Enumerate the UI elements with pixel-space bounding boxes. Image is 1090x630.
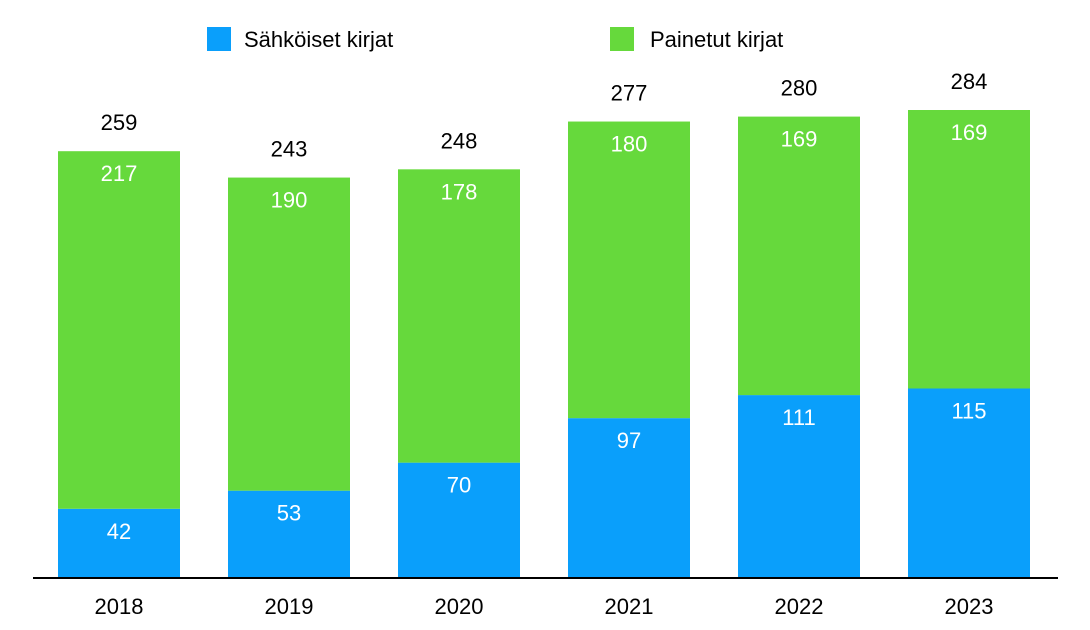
- data-label-sahkoiset-2023: 115: [951, 398, 986, 423]
- legend-label-sahkoiset: Sähköiset kirjat: [244, 27, 393, 52]
- x-tick-label-2019: 2019: [265, 594, 314, 619]
- bar-sahkoiset-2022: [738, 395, 860, 578]
- data-label-sahkoiset-2022: 111: [782, 405, 815, 430]
- data-label-painetut-2023: 169: [951, 120, 988, 145]
- data-labels: 42 217 259 53 190 243 70 178 248 97 180 277 111 169 28…: [101, 69, 988, 544]
- data-label-sahkoiset-2019: 53: [277, 501, 301, 526]
- bar-sahkoiset-2018: [58, 508, 180, 578]
- data-label-sahkoiset-2021: 97: [617, 428, 641, 453]
- legend-swatch-sahkoiset: [207, 27, 231, 51]
- bar-painetut-2018: [58, 151, 180, 509]
- total-label-2018: 259: [101, 110, 138, 135]
- legend: Sähköiset kirjat Painetut kirjat: [207, 27, 783, 52]
- legend-swatch-painetut: [610, 27, 634, 51]
- x-tick-label-2023: 2023: [945, 594, 994, 619]
- total-label-2022: 280: [781, 76, 818, 101]
- total-label-2020: 248: [441, 128, 478, 153]
- bar-sahkoiset-2021: [568, 418, 690, 578]
- data-label-painetut-2018: 217: [101, 161, 138, 186]
- data-label-sahkoiset-2020: 70: [447, 473, 471, 498]
- bar-painetut-2020: [398, 169, 520, 463]
- data-label-sahkoiset-2018: 42: [107, 519, 131, 544]
- bar-sahkoiset-2020: [398, 462, 520, 578]
- data-label-painetut-2021: 180: [611, 132, 648, 157]
- total-label-2019: 243: [271, 137, 308, 162]
- bar-painetut-2022: [738, 116, 860, 396]
- x-tick-label-2022: 2022: [775, 594, 824, 619]
- legend-label-painetut: Painetut kirjat: [650, 27, 783, 52]
- data-label-painetut-2022: 169: [781, 127, 818, 152]
- data-label-painetut-2020: 178: [441, 179, 478, 204]
- x-tick-label-2018: 2018: [95, 594, 144, 619]
- total-label-2021: 277: [611, 81, 648, 106]
- data-label-painetut-2019: 190: [271, 188, 308, 213]
- bar-sahkoiset-2023: [908, 388, 1030, 578]
- bars: [58, 110, 1030, 578]
- total-label-2023: 284: [951, 69, 988, 94]
- x-tick-label-2021: 2021: [605, 594, 654, 619]
- bar-painetut-2021: [568, 121, 690, 419]
- x-tick-label-2020: 2020: [435, 594, 484, 619]
- bar-painetut-2019: [228, 177, 350, 491]
- bar-sahkoiset-2019: [228, 490, 350, 578]
- bar-painetut-2023: [908, 110, 1030, 389]
- x-axis-ticks: 2018 2019 2020 2021 2022 2023: [95, 594, 994, 619]
